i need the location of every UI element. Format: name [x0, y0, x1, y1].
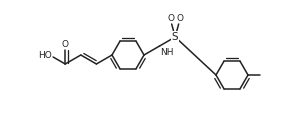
Text: O: O: [176, 14, 183, 23]
Text: S: S: [172, 32, 178, 42]
Text: HO: HO: [38, 51, 52, 61]
Text: O: O: [167, 14, 174, 23]
Text: NH: NH: [161, 48, 174, 57]
Text: O: O: [62, 40, 69, 49]
